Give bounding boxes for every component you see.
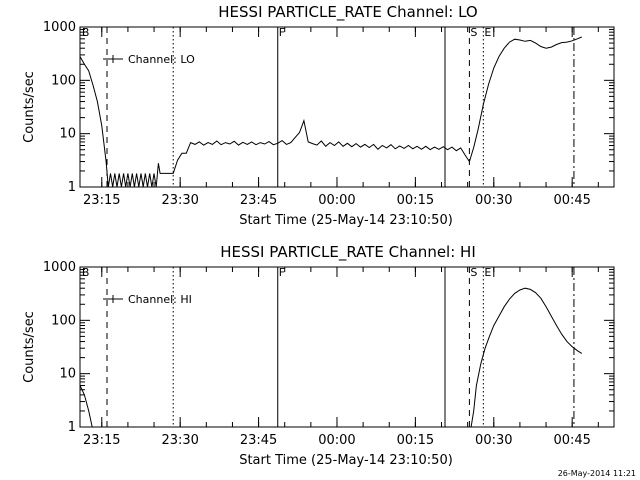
timestamp: 26-May-2014 11:21 bbox=[558, 469, 636, 478]
marker-label: E bbox=[484, 26, 491, 39]
y-tick-label: 10 bbox=[59, 127, 76, 142]
chart-title: HESSI PARTICLE_RATE Channel: HI bbox=[220, 243, 476, 262]
marker-label: B bbox=[82, 26, 90, 39]
axis-ticks: 1 10 100 1000 23:15 23:30 23:45 00:00 00:15 00:30… bbox=[43, 20, 614, 208]
x-tick-label: 23:45 bbox=[240, 193, 277, 208]
y-tick-label: 1000 bbox=[43, 260, 76, 275]
series-line bbox=[79, 385, 93, 428]
legend-label: Channel: HI bbox=[128, 293, 192, 306]
y-axis-label: Counts/sec bbox=[22, 71, 37, 143]
series-line bbox=[79, 36, 582, 188]
x-tick-label: 00:15 bbox=[397, 193, 434, 208]
x-axis-label: Start Time (25-May-14 23:10:50) bbox=[239, 453, 453, 468]
plot-frame bbox=[79, 266, 615, 428]
x-tick-label: 00:00 bbox=[318, 193, 355, 208]
y-tick-label: 10 bbox=[59, 367, 76, 382]
y-tick-label: 1000 bbox=[43, 20, 76, 35]
x-tick-label: 00:30 bbox=[475, 433, 512, 448]
x-tick-label: 00:00 bbox=[318, 433, 355, 448]
marker-label: B bbox=[82, 266, 90, 279]
x-tick-label: 23:30 bbox=[161, 433, 198, 448]
marker-label: E bbox=[484, 266, 491, 279]
marker-label: F bbox=[279, 26, 285, 39]
x-tick-label: 23:45 bbox=[240, 433, 277, 448]
x-tick-label: 00:45 bbox=[553, 193, 590, 208]
x-tick-label: 23:15 bbox=[83, 193, 120, 208]
plot-frame bbox=[79, 26, 615, 188]
chart-title: HESSI PARTICLE_RATE Channel: LO bbox=[218, 3, 477, 22]
y-tick-label: 1 bbox=[68, 180, 76, 195]
legend-label: Channel: LO bbox=[128, 53, 195, 66]
marker-label: S bbox=[470, 26, 477, 39]
y-tick-label: 1 bbox=[68, 420, 76, 435]
axis-ticks: 1 10 100 1000 23:15 23:30 23:45 00:00 00:15 00:30… bbox=[43, 260, 614, 448]
x-tick-label: 23:15 bbox=[83, 433, 120, 448]
lo-channel-plot: HESSI PARTICLE_RATE Channel: LO 1 10 100 10… bbox=[22, 3, 615, 228]
x-axis-label: Start Time (25-May-14 23:10:50) bbox=[239, 213, 453, 228]
y-tick-label: 100 bbox=[51, 73, 76, 88]
series-line-segment bbox=[470, 287, 583, 428]
marker-label: S bbox=[470, 266, 477, 279]
marker-label: F bbox=[279, 266, 285, 279]
x-tick-label: 00:30 bbox=[475, 193, 512, 208]
x-tick-label: 00:45 bbox=[553, 433, 590, 448]
y-tick-label: 100 bbox=[51, 313, 76, 328]
x-tick-label: 23:30 bbox=[161, 193, 198, 208]
y-axis-label: Counts/sec bbox=[22, 311, 37, 383]
x-tick-label: 00:15 bbox=[397, 433, 434, 448]
hi-channel-plot: HESSI PARTICLE_RATE Channel: HI 1 10 100 10… bbox=[22, 243, 615, 468]
